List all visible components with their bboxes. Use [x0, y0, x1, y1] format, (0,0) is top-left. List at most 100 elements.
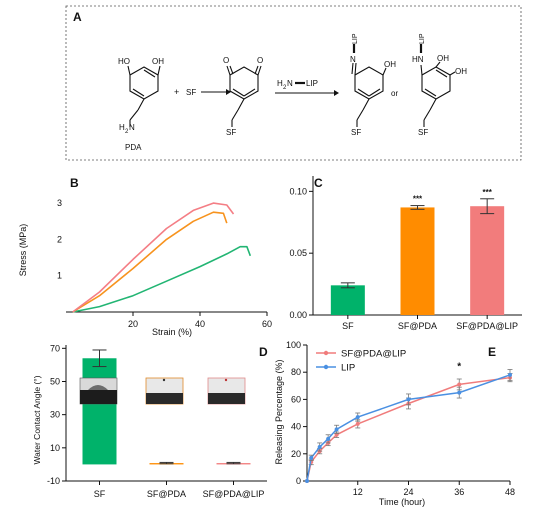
pda-amine-sub: 2	[125, 129, 129, 135]
panel-e-y-tick-label: 100	[286, 340, 301, 350]
panel-b-y-tick-label: 1	[57, 271, 62, 281]
pda-name: PDA	[125, 143, 142, 152]
reagent-lip: LIP	[306, 79, 318, 88]
panel-d-ticks: -10 10 30 50 70	[47, 343, 66, 486]
panel-d-category-label: SF@PDA@LIP	[203, 489, 265, 499]
panel-e-point	[406, 397, 411, 402]
panel-c-bar	[470, 206, 505, 315]
panel-e-series: *	[305, 361, 513, 483]
panel-e-x-label: Time (hour)	[379, 497, 425, 507]
quinone-ring	[229, 66, 259, 100]
reagent-n: N	[287, 79, 293, 88]
panel-e-significance: *	[457, 361, 461, 372]
panel-d-label: D	[259, 345, 268, 359]
panel-d-y-tick-label: -10	[47, 476, 60, 486]
product2-sf: SF	[418, 128, 428, 137]
panel-b-ticks: 20 40 60 1 2 3	[57, 198, 272, 329]
panel-c-y-tick-label: 0.05	[289, 248, 307, 258]
panel-d-y-tick-label: 70	[50, 343, 60, 353]
panel-d-bar	[82, 358, 117, 465]
reagent-h: H	[277, 79, 283, 88]
droplet-inset-sf	[79, 377, 118, 405]
panel-e-point	[305, 479, 309, 483]
panel-b-series-line	[72, 245, 252, 313]
panel-c-significance: ***	[413, 195, 423, 204]
reagent-sub: 2	[283, 85, 287, 91]
panel-d-category-label: SF	[94, 489, 106, 499]
panel-b-x-tick-label: 20	[128, 319, 138, 329]
droplet-inset-sf-pda-lip	[207, 377, 246, 405]
panel-d-y-tick-label: 50	[50, 376, 60, 386]
product2-oh-top: OH	[437, 54, 449, 63]
panel-d: D Water Contact Angle (°) -10 10 30 50 70 SF…	[32, 343, 268, 499]
panel-e-y-label: Releasing Percentage (%)	[274, 359, 284, 464]
panel-c-bar	[400, 207, 435, 315]
panel-e-point	[334, 427, 339, 432]
panel-e-x-tick-label: 12	[353, 487, 363, 497]
product2-ring	[421, 66, 451, 100]
panel-e: E Releasing Percentage (%) Time (hour) 1…	[274, 340, 515, 507]
quinone-o-left: O	[223, 56, 229, 65]
panel-e-point	[508, 372, 512, 377]
pda-oh-right: OH	[152, 57, 164, 66]
quinone-molecule: O O SF	[223, 56, 263, 137]
pda-ring	[129, 66, 159, 100]
product-schiff-base: N LIP OH SF	[350, 33, 396, 137]
droplet-inset-sf-pda	[145, 377, 184, 405]
panel-e-point	[355, 421, 360, 426]
panel-b-series-line	[72, 211, 228, 313]
panel-e-legend-label: LIP	[341, 363, 355, 374]
reagent-h2n-lip: H 2 N LIP	[277, 79, 318, 91]
panel-c-bar	[330, 285, 365, 315]
product1-n: N	[350, 55, 356, 64]
panel-e-legend-label: SF@PDA@LIP	[341, 349, 406, 360]
pda-amine-h: H	[119, 123, 125, 132]
panel-e-point	[457, 382, 462, 387]
panel-c-category-label: SF@PDA@LIP	[456, 321, 518, 331]
sf-reactant: SF	[186, 88, 196, 97]
panel-e-x-tick-label: 24	[403, 487, 413, 497]
panel-e-y-tick-label: 60	[291, 394, 301, 404]
panel-b-label: B	[70, 176, 79, 190]
panel-c-y-tick-label: 0.10	[289, 186, 307, 196]
product1-ring	[354, 66, 384, 100]
panel-c-y-tick-label: 0.00	[289, 310, 307, 320]
reaction-arrow-2	[275, 90, 339, 96]
panel-c-bars: SF SF@PDA *** SF@PDA@LIP ***	[330, 188, 518, 331]
panel-b-y-label: Stress (MPa)	[18, 224, 28, 277]
panel-c-ticks: 0.00 0.05 0.10	[289, 186, 313, 320]
quinone-sf: SF	[226, 128, 236, 137]
pda-amine-n: N	[129, 123, 135, 132]
panel-b-x-label: Strain (%)	[152, 327, 192, 337]
panel-b-x-tick-label: 60	[262, 319, 272, 329]
panel-d-y-label: Water Contact Angle (°)	[32, 375, 42, 464]
panel-e-y-tick-label: 80	[291, 367, 301, 377]
panel-c-significance: ***	[482, 188, 492, 197]
panel-e-point	[317, 445, 322, 449]
panel-d-category-label: SF@PDA	[147, 489, 186, 499]
panel-b: B Stress (MPa) Strain (%) 20 40 60 1 2 3	[18, 176, 272, 337]
panel-e-legend: SF@PDA@LIP LIP	[316, 349, 406, 374]
panel-d-bars: SF SF@PDA SF@PDA@LIP	[82, 349, 265, 499]
panel-d-y-tick-label: 10	[50, 443, 60, 453]
product-michael-adduct: HN LIP OH OH SF	[412, 33, 467, 137]
panel-b-series-line	[72, 202, 235, 313]
panel-e-x-tick-label: 36	[454, 487, 464, 497]
quinone-o-right: O	[257, 56, 263, 65]
panel-b-y-tick-label: 3	[57, 198, 62, 208]
product2-oh-right: OH	[455, 67, 467, 76]
product1-sf: SF	[351, 128, 361, 137]
panel-c: C 0.00 0.05 0.10 SF SF@PDA *** SF@PDA@LIP ***	[289, 176, 522, 331]
or-text: or	[391, 89, 398, 98]
panel-a: A HO OH H 2 N PDA + SF	[65, 5, 522, 161]
product2-hn: HN	[412, 55, 424, 64]
panel-e-point	[326, 436, 331, 441]
panel-e-point	[355, 415, 360, 420]
panel-e-x-tick-label: 48	[505, 487, 515, 497]
reaction-arrow-1	[201, 89, 231, 95]
pda-molecule: HO OH H 2 N PDA	[118, 57, 164, 152]
panel-e-label: E	[488, 345, 496, 359]
panel-b-y-tick-label: 2	[57, 234, 62, 244]
